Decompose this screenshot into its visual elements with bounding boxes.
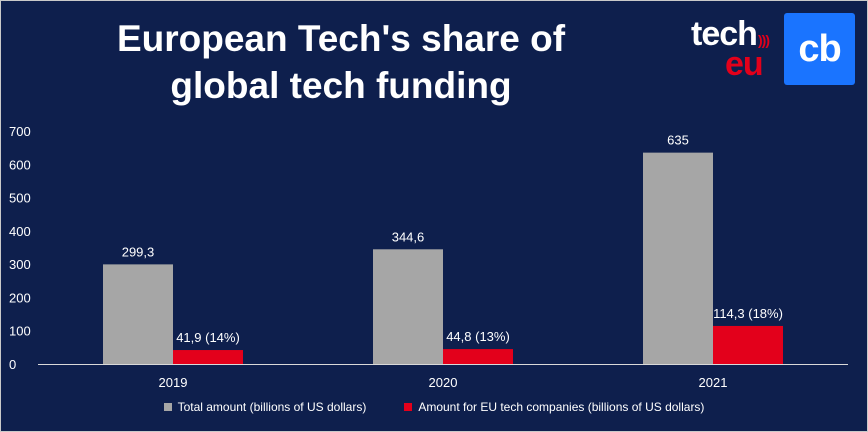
- data-label-total-2020: 344,6: [392, 229, 425, 244]
- title-line-1: European Tech's share of: [116, 18, 566, 59]
- legend-label-total: Total amount (billions of US dollars): [177, 400, 367, 414]
- legend-item-eu: Amount for EU tech companies (billions o…: [404, 400, 704, 414]
- signal-waves-icon: ))): [758, 32, 770, 48]
- y-tick-label: 300: [9, 257, 31, 272]
- bar-total-2020: [373, 249, 443, 364]
- y-tick-label: 100: [9, 324, 31, 339]
- crunchbase-logo: cb: [784, 13, 855, 85]
- legend-item-total: Total amount (billions of US dollars): [163, 400, 367, 414]
- legend-label-eu: Amount for EU tech companies (billions o…: [418, 400, 705, 414]
- chart-title: European Tech's share of global tech fun…: [61, 15, 621, 109]
- x-tick-label: 2021: [699, 375, 728, 390]
- bar-total-2019: [103, 264, 173, 364]
- y-tick-label: 400: [9, 224, 31, 239]
- crunchbase-logo-text: cb: [798, 27, 841, 70]
- bar-eu-2019: [173, 350, 243, 364]
- bar-eu-2021: [713, 325, 783, 364]
- x-tick-label: 2020: [429, 375, 458, 390]
- data-label-eu-2021: 114,3 (18%): [713, 306, 783, 321]
- data-label-eu-2020: 44,8 (13%): [446, 329, 510, 344]
- x-tick-label: 2019: [159, 375, 188, 390]
- legend-swatch-total: [163, 403, 172, 411]
- data-label-total-2021: 635: [667, 133, 689, 148]
- y-tick-label: 200: [9, 290, 31, 305]
- bar-eu-2020: [443, 349, 513, 364]
- y-tick-label: 0: [9, 357, 16, 372]
- y-tick-label: 500: [9, 191, 31, 206]
- y-tick-label: 700: [9, 124, 31, 139]
- techeu-logo-word-eu: eu: [725, 45, 764, 83]
- legend-swatch-eu: [404, 403, 413, 411]
- techeu-logo: tech eu ))): [691, 15, 777, 85]
- data-label-eu-2019: 41,9 (14%): [176, 330, 240, 345]
- title-line-2: global tech funding: [170, 65, 512, 106]
- techeu-logo-word-tech: tech: [691, 15, 758, 53]
- y-tick-label: 600: [9, 157, 31, 172]
- bar-total-2021: [643, 152, 713, 364]
- data-label-total-2019: 299,3: [122, 244, 155, 259]
- chart-legend: Total amount (billions of US dollars) Am…: [0, 400, 868, 414]
